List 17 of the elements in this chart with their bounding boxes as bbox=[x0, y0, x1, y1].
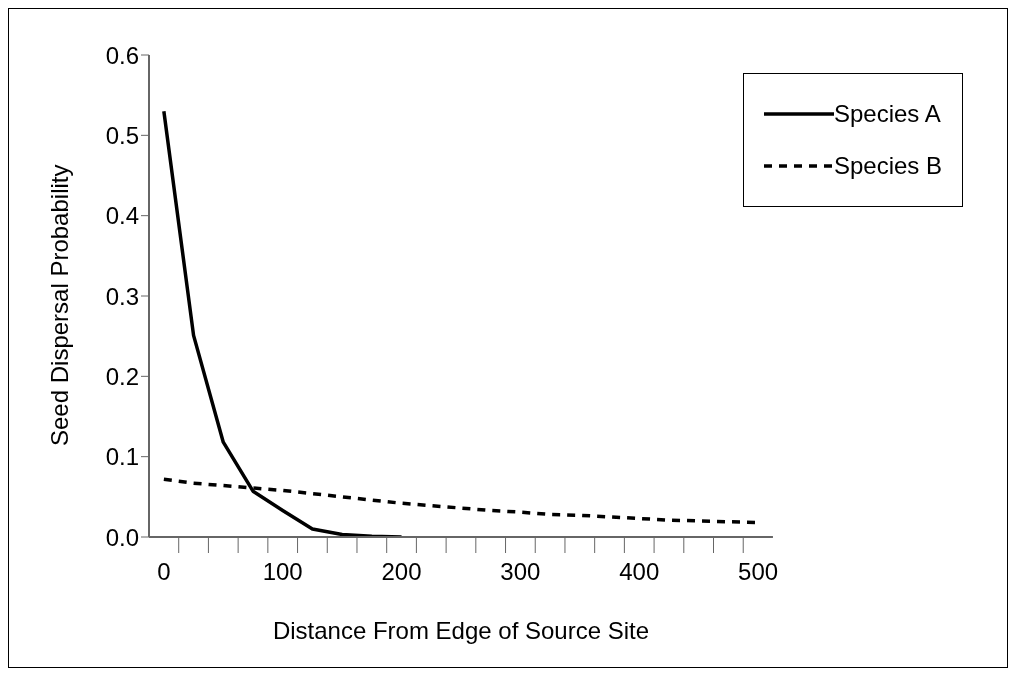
y-tick-label: 0.0 bbox=[105, 523, 139, 551]
x-tick-label: 500 bbox=[738, 558, 779, 585]
legend-label: Species A bbox=[833, 100, 941, 128]
x-tick-label: 0 bbox=[157, 558, 171, 585]
x-tick-label: 400 bbox=[619, 558, 660, 585]
y-tick-label: 0.3 bbox=[105, 282, 139, 310]
y-axis-title: Seed Dispersal Probability bbox=[45, 164, 73, 446]
x-tick-label: 200 bbox=[381, 558, 422, 585]
y-tick-label: 0.1 bbox=[105, 443, 139, 471]
x-tick-label: 300 bbox=[500, 558, 541, 585]
x-tick-label: 100 bbox=[262, 558, 303, 585]
y-tick-label: 0.2 bbox=[105, 362, 139, 390]
y-tick-label: 0.4 bbox=[105, 202, 139, 230]
y-tick-label: 0.6 bbox=[105, 41, 139, 69]
y-tick-label: 0.5 bbox=[105, 121, 139, 149]
x-axis-title: Distance From Edge of Source Site bbox=[272, 617, 650, 644]
legend-label: Species B bbox=[833, 152, 942, 180]
